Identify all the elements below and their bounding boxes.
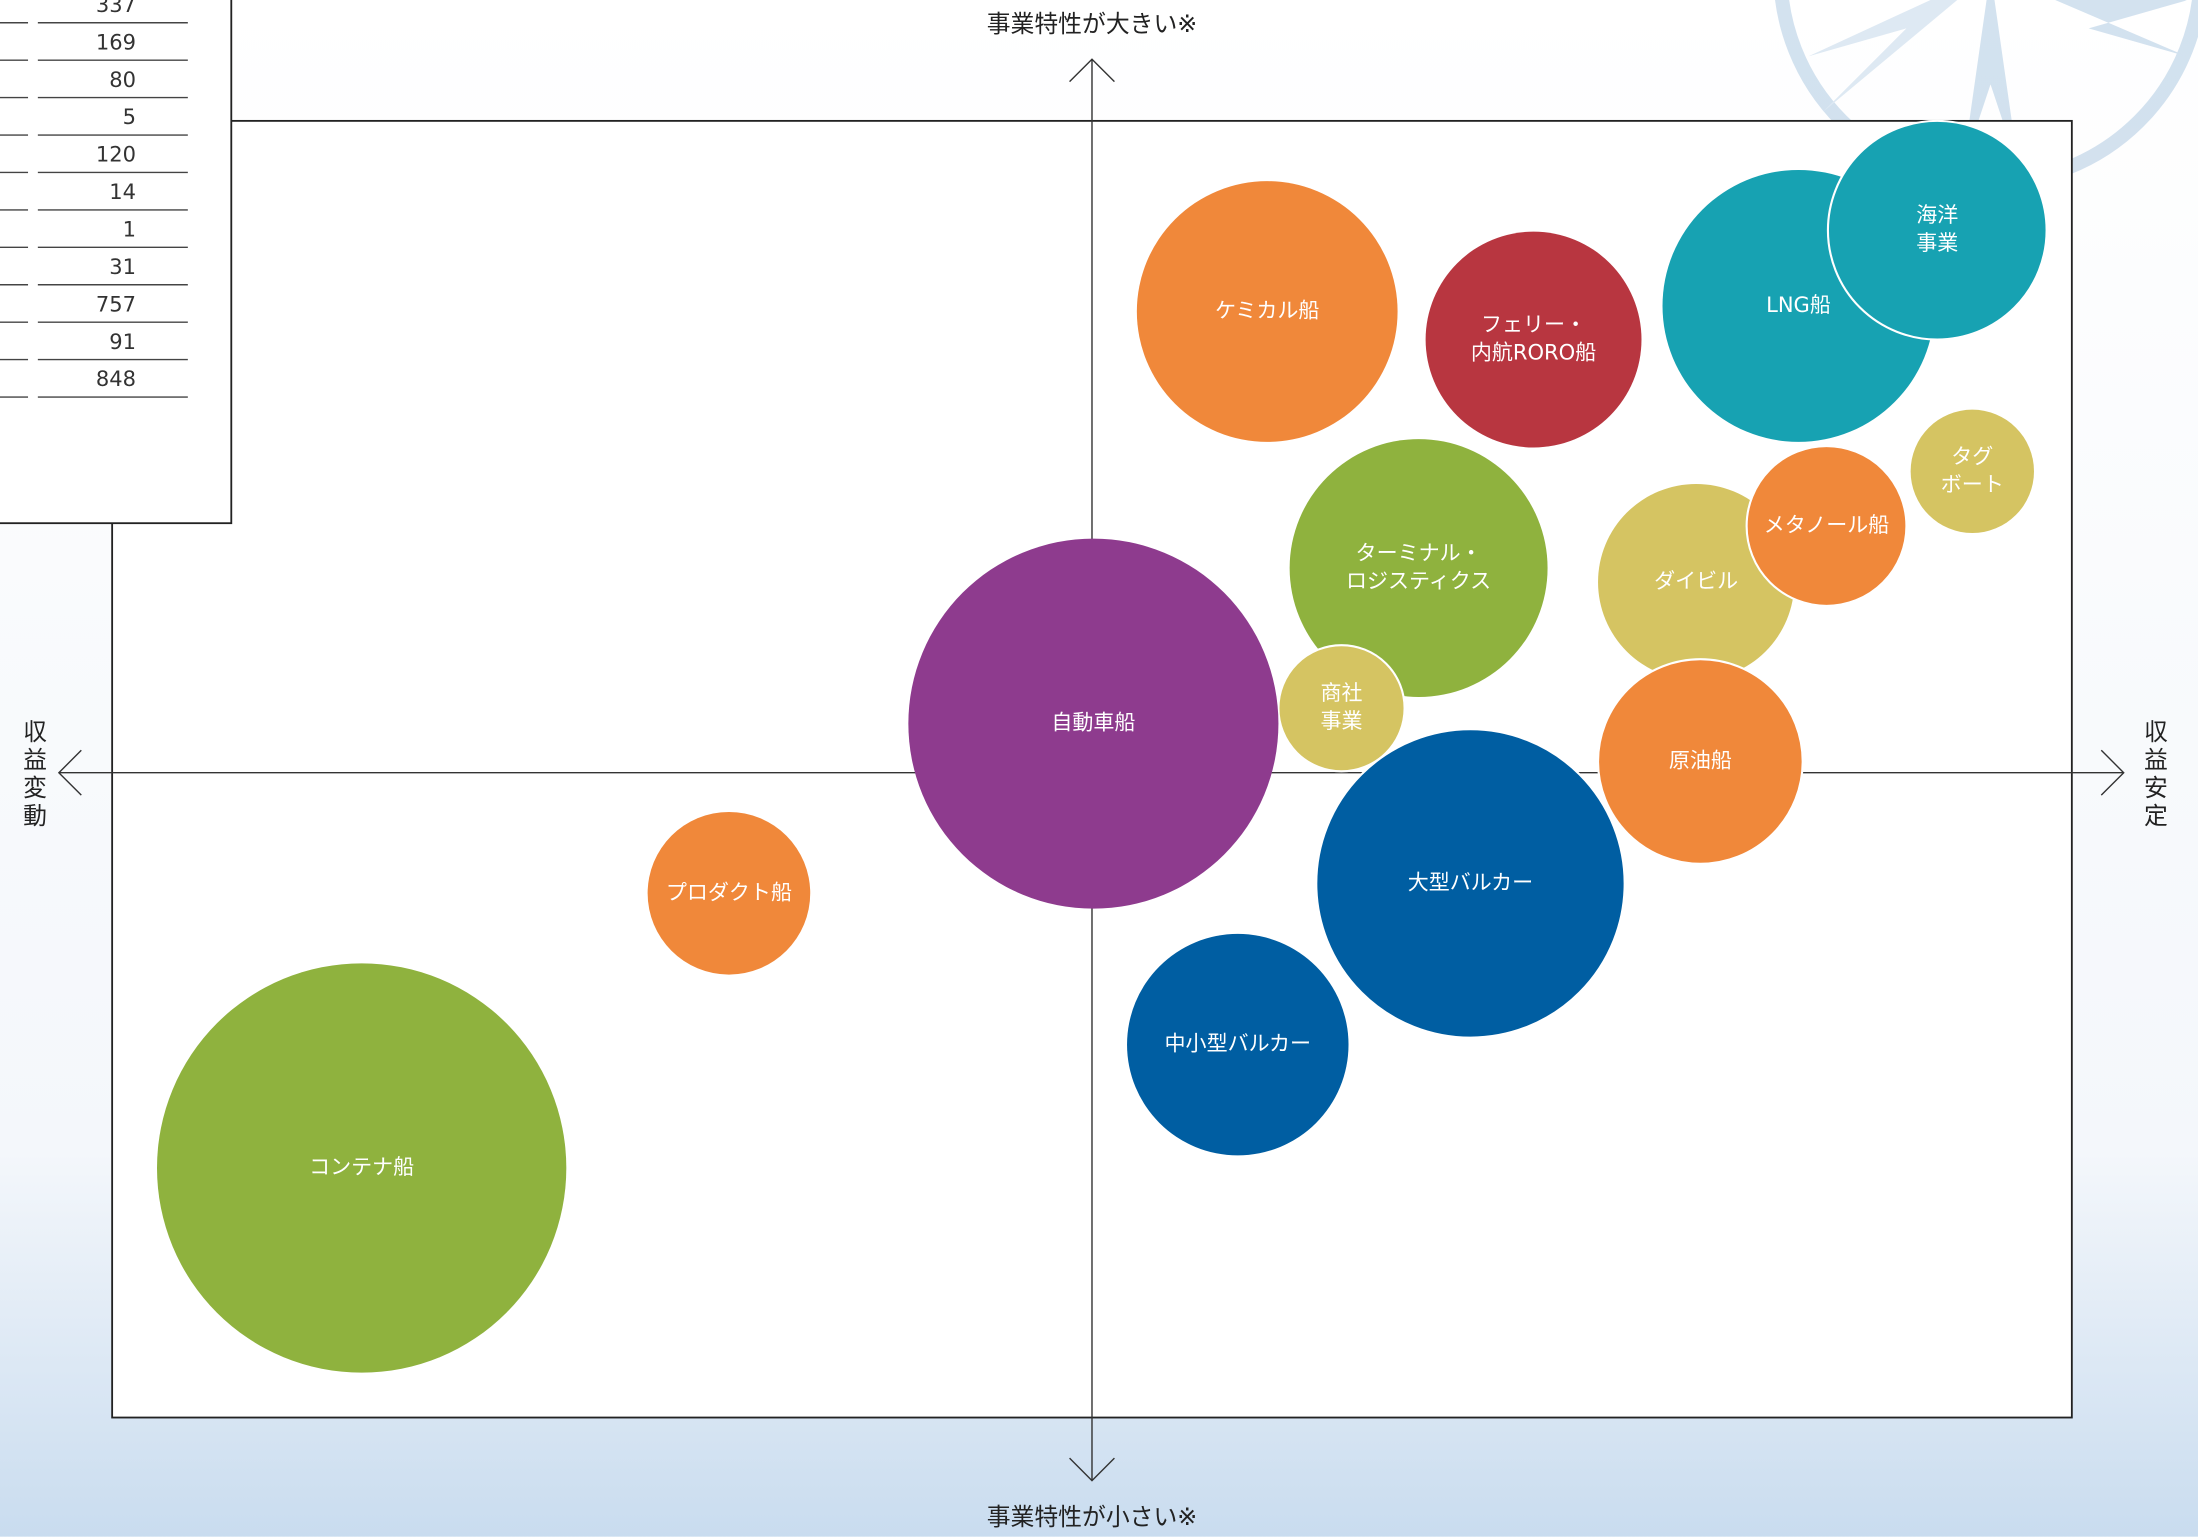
bubble-label: 商社 xyxy=(1320,680,1362,705)
table-value: 337 xyxy=(96,0,136,17)
axis-bottom-label: 事業特性が小さい※ xyxy=(987,1503,1198,1531)
axis-char: 動 xyxy=(23,802,47,830)
bubble-label: フェリー・ xyxy=(1481,312,1586,337)
bubble-label: プロダクト船 xyxy=(666,879,792,904)
table-value: 80 xyxy=(109,67,136,92)
bubble-circle xyxy=(1596,658,1804,865)
table: 337 169 80 5 120 14 1 31 757 91 848 xyxy=(0,0,188,398)
bubble-circle xyxy=(908,538,1279,909)
table-value: 757 xyxy=(96,291,136,316)
bubble: 大型バルカー xyxy=(1315,728,1626,1039)
bubble-circle xyxy=(157,963,567,1373)
bubble-circle xyxy=(1425,231,1642,448)
bubble-circle xyxy=(1127,933,1349,1156)
axis-char: 収 xyxy=(2144,718,2168,746)
table-value: 169 xyxy=(96,29,136,54)
table-value: 31 xyxy=(109,254,136,279)
bubble: プロダクト船 xyxy=(647,811,811,975)
axis-char: 益 xyxy=(2144,746,2168,774)
bubble-label: ターミナル・ xyxy=(1356,540,1482,565)
table-value: 848 xyxy=(96,366,136,391)
axis-char: 益 xyxy=(23,746,47,774)
bubble-circle xyxy=(1745,445,1908,607)
axis-char: 収 xyxy=(23,718,47,746)
bubble-label: ケミカル船 xyxy=(1215,298,1319,323)
table-value: 120 xyxy=(96,142,136,167)
bubble-label: コンテナ船 xyxy=(309,1154,414,1179)
bubble-circle xyxy=(1136,181,1398,442)
bubble-circle xyxy=(1277,644,1406,773)
bubble: フェリー・内航RORO船 xyxy=(1425,231,1642,448)
bubble-circle xyxy=(1910,409,2034,533)
bubble-circle xyxy=(1826,119,2048,341)
bubble: メタノール船 xyxy=(1745,445,1908,607)
bubble: ターミナル・ロジスティクス xyxy=(1289,439,1548,698)
axis-char: 定 xyxy=(2144,802,2168,830)
bubble-label: ボート xyxy=(1941,471,2004,496)
bubble-label: 内航RORO船 xyxy=(1471,340,1596,365)
bubble: コンテナ船 xyxy=(157,963,567,1373)
bubble: 原油船 xyxy=(1596,658,1804,865)
bubble-circle xyxy=(1598,483,1795,681)
bubbles: ケミカル船フェリー・内航RORO船LNG船海洋事業タグボートダイビルメタノール船… xyxy=(157,119,2048,1373)
bubble-label: タグ xyxy=(1951,443,1993,468)
bubble-label: ダイビル xyxy=(1654,568,1738,593)
bubble-circle xyxy=(1289,439,1548,698)
table-value: 14 xyxy=(109,179,136,204)
axis-top-label: 事業特性が大きい※ xyxy=(987,10,1198,38)
table-value: 91 xyxy=(109,329,136,354)
table-value: 5 xyxy=(123,104,136,129)
bubble: 自動車船 xyxy=(908,538,1279,909)
bubble-circle xyxy=(1315,728,1626,1039)
bubble: ダイビル xyxy=(1598,483,1795,681)
bubble-label: 大型バルカー xyxy=(1408,869,1533,894)
bubble-label: メタノール船 xyxy=(1764,512,1889,537)
bubble-label: 事業 xyxy=(1916,230,1958,255)
bubble-label: 自動車船 xyxy=(1051,710,1135,735)
bubble-label: 事業 xyxy=(1320,708,1362,733)
axis-char: 安 xyxy=(2144,774,2168,802)
axis-char: 変 xyxy=(23,774,47,802)
bubble-circle xyxy=(647,811,811,975)
bubble: ケミカル船 xyxy=(1136,181,1398,442)
bubble-label: LNG船 xyxy=(1766,292,1831,317)
table-box xyxy=(0,0,233,525)
bubble-label: ロジスティクス xyxy=(1346,568,1491,593)
bubble-label: 海洋 xyxy=(1916,202,1958,227)
table-value: 1 xyxy=(123,216,136,241)
bubble-label: 中小型バルカー xyxy=(1165,1031,1311,1056)
bubble: 中小型バルカー xyxy=(1127,933,1349,1156)
bubble-label: 原油船 xyxy=(1669,747,1732,772)
